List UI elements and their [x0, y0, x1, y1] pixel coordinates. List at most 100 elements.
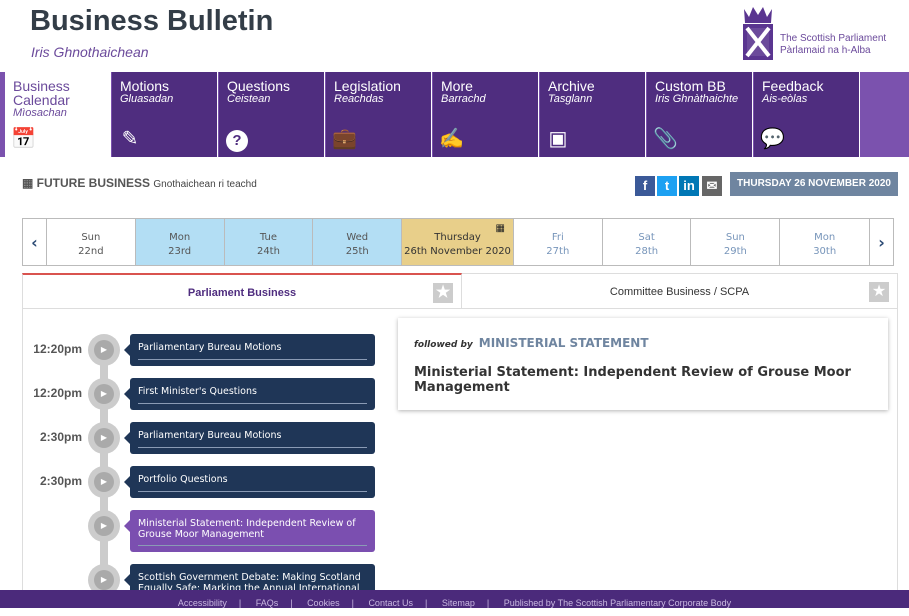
- day-thu-26[interactable]: ▦ Thursday 26th November 2020: [402, 219, 514, 265]
- edit-icon: ✎: [121, 128, 139, 150]
- item-title: Scottish Government Debate: Making Scotl…: [138, 572, 361, 594]
- day-name: Wed: [346, 232, 369, 243]
- nav-more[interactable]: More Barrachd ✍: [433, 72, 539, 157]
- future-business-heading: ▦ FUTURE BUSINESS Gnothaichean ri teachd: [22, 176, 257, 190]
- play-icon[interactable]: ▶: [88, 422, 120, 454]
- day-tue-24[interactable]: Tue 24th: [224, 219, 314, 265]
- timeline-item[interactable]: Portfolio Questions: [124, 466, 375, 498]
- day-mon-30[interactable]: Mon 30th: [780, 219, 869, 265]
- nav-gaelic: Ceistean: [227, 93, 271, 105]
- timeline-item-selected[interactable]: Ministerial Statement: Independent Revie…: [124, 510, 375, 552]
- day-mon-23[interactable]: Mon 23rd: [135, 219, 225, 265]
- quill-icon: ✍: [439, 128, 464, 150]
- star-icon[interactable]: ★: [433, 283, 453, 303]
- scottish-parliament-logo[interactable]: The Scottish Parliament Pàrlamaid na h-A…: [740, 3, 900, 63]
- crown-saltire-icon: [743, 7, 773, 60]
- day-fri-27[interactable]: Fri 27th: [514, 219, 603, 265]
- nav-gaelic: Ais-eòlas: [762, 93, 808, 105]
- nav-label: Custom BB: [655, 78, 726, 94]
- followed-by-label: followed by: [414, 340, 473, 350]
- linkedin-icon[interactable]: in: [679, 176, 699, 196]
- nav-questions[interactable]: Questions Ceistean?: [219, 72, 325, 157]
- nav-gaelic: Iris Ghnàthaichte: [655, 93, 739, 105]
- timeline-item[interactable]: First Minister's Questions: [124, 378, 375, 410]
- day-name: Sun: [81, 232, 101, 243]
- item-type: MINISTERIAL STATEMENT: [478, 336, 649, 350]
- day-name: Mon: [814, 232, 836, 243]
- footer-link-sitemap[interactable]: Sitemap: [441, 598, 475, 608]
- play-icon[interactable]: ▶: [88, 466, 120, 498]
- item-title: First Minister's Questions: [138, 386, 257, 397]
- twitter-icon[interactable]: t: [657, 176, 677, 196]
- date-strip: ‹ Sun 22nd Mon 23rd Tue 24th Wed 25th ▦ Thurs…: [22, 218, 894, 266]
- nav-motions[interactable]: Motions Gluasadan ✎: [112, 72, 218, 157]
- logo-text-en: The Scottish Parliament: [780, 33, 887, 44]
- star-icon[interactable]: ★: [869, 282, 889, 302]
- tab-label: Parliament Business: [187, 287, 297, 299]
- nav-label: Questions: [227, 78, 291, 94]
- nav-custom-bb[interactable]: Custom BB Iris Ghnàthaichte 📎: [647, 72, 753, 157]
- day-name: Sat: [638, 232, 655, 243]
- footer-publisher: Published by The Scottish Parliamentary …: [503, 598, 732, 608]
- chevron-left-icon[interactable]: ‹: [23, 219, 47, 265]
- nav-gaelic: Barrachd: [441, 93, 486, 105]
- day-date: 22nd: [78, 246, 104, 257]
- nav-gaelic: Mìosachan: [13, 107, 67, 119]
- footer-link-cookies[interactable]: Cookies: [307, 598, 340, 608]
- day-date: 27th: [546, 246, 570, 257]
- email-icon[interactable]: ✉: [702, 176, 722, 196]
- timeline-item[interactable]: Parliamentary Bureau Motions: [124, 422, 375, 454]
- facebook-icon[interactable]: f: [635, 176, 655, 196]
- nav-business-calendar[interactable]: Business Calendar Mìosachan 📅: [5, 72, 111, 157]
- calendar-icon: ▦: [22, 176, 37, 190]
- nav-gaelic: Reachdas: [334, 93, 384, 105]
- day-sun-29[interactable]: Sun 29th: [691, 219, 781, 265]
- paperclip-icon: 📎: [653, 128, 678, 150]
- chevron-right-icon[interactable]: ›: [869, 219, 893, 265]
- main-nav: Business Calendar Mìosachan 📅 Motions Gluas…: [0, 72, 909, 157]
- day-date: 24th: [256, 246, 280, 257]
- play-icon[interactable]: ▶: [88, 510, 120, 542]
- future-business-title: FUTURE BUSINESS: [36, 176, 151, 190]
- day-name: Fri: [551, 232, 564, 243]
- item-time: 12:20pm: [33, 386, 82, 400]
- calendar-clock-icon: 📅: [11, 128, 36, 150]
- nav-label: More: [441, 78, 473, 94]
- footer: Accessibility | FAQs | Cookies | Contact Us…: [0, 590, 909, 608]
- nav-legislation[interactable]: Legislation Reachdas 💼: [326, 72, 432, 157]
- nav-label: Business Calendar: [13, 78, 70, 108]
- footer-link-faqs[interactable]: FAQs: [255, 598, 279, 608]
- day-wed-25[interactable]: Wed 25th: [313, 219, 403, 265]
- item-time: 2:30pm: [39, 474, 82, 488]
- logo-text-gd: Pàrlamaid na h-Alba: [780, 45, 871, 56]
- question-icon: ?: [225, 127, 249, 152]
- day-name: Tue: [259, 232, 277, 243]
- calendar-icon: ▦: [495, 223, 505, 234]
- tab-parliament-business[interactable]: Parliament Business ★: [22, 273, 462, 309]
- play-icon[interactable]: ▶: [88, 334, 120, 366]
- nav-label: Motions: [120, 78, 170, 94]
- day-date: 28th: [635, 246, 659, 257]
- timeline-item[interactable]: Parliamentary Bureau Motions: [124, 334, 375, 366]
- tab-committee-business[interactable]: Committee Business / SCPA ★: [462, 273, 898, 309]
- day-name: Mon: [169, 232, 191, 243]
- item-title: Parliamentary Bureau Motions: [138, 430, 282, 441]
- day-sun-22[interactable]: Sun 22nd: [47, 219, 136, 265]
- item-title: Portfolio Questions: [138, 474, 228, 485]
- day-date: 23rd: [168, 246, 192, 257]
- footer-link-contact[interactable]: Contact Us: [368, 598, 413, 608]
- nav-label: Archive: [548, 78, 595, 94]
- date-picker-button[interactable]: THURSDAY 26 NOVEMBER 2020: [730, 172, 898, 196]
- day-sat-28[interactable]: Sat 28th: [603, 219, 692, 265]
- day-date: 25th: [345, 246, 369, 257]
- play-icon[interactable]: ▶: [88, 378, 120, 410]
- nav-feedback[interactable]: Feedback Ais-eòlas 💬: [754, 72, 860, 157]
- day-date: 30th: [813, 246, 837, 257]
- future-business-gaelic: Gnothaichean ri teachd: [153, 179, 257, 190]
- footer-link-accessibility[interactable]: Accessibility: [177, 598, 227, 608]
- day-name: Sun: [725, 232, 745, 243]
- item-time: 2:30pm: [39, 430, 82, 444]
- item-title: Parliamentary Bureau Motions: [138, 342, 282, 353]
- day-date: 26th November 2020: [404, 246, 511, 257]
- nav-archive[interactable]: Archive Tasglann ▣: [540, 72, 646, 157]
